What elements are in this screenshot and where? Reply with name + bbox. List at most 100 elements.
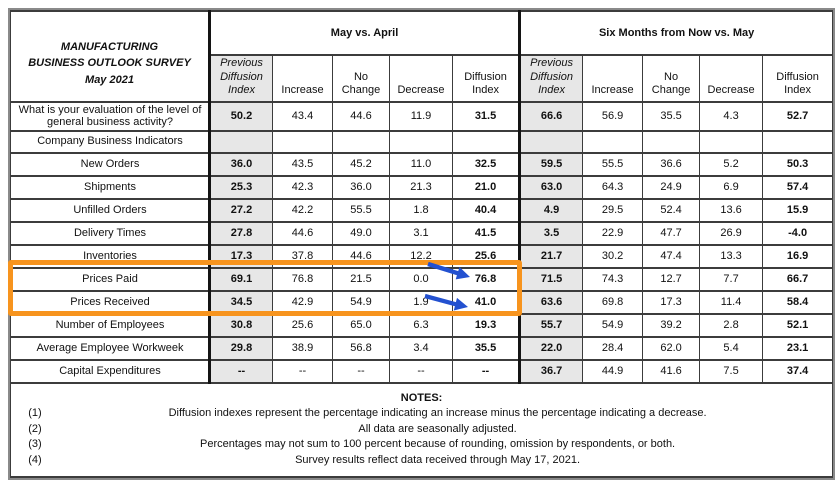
value-cell [332,129,390,154]
row-label: Prices Paid [10,266,210,292]
diffusion-index-cell: 41.0 [451,289,521,315]
note-item: (3) Percentages may not sum to 100 perce… [19,437,824,453]
value-cell [642,129,701,154]
notes-title: NOTES: [400,391,443,404]
prev-diffusion-index-cell: 63.0 [518,174,584,200]
diffusion-index-cell: 32.5 [451,151,521,177]
table-row: Inventories 17.3 37.8 44.6 12.2 25.6 21.7 30.2 4… [10,243,834,269]
prev-diffusion-index-cell [518,129,584,154]
col-header-diffusion-index: Diffusion Index [451,54,521,103]
value-cell: 7.7 [699,266,764,292]
prev-diffusion-index-cell: 27.2 [208,197,273,223]
table-row: Delivery Times 27.8 44.6 49.0 3.1 41.5 3.5 22.9… [10,220,834,246]
prev-diffusion-index-cell: 27.8 [208,220,273,246]
diffusion-index-cell: -- [451,358,521,384]
prev-diffusion-index-cell: 36.7 [518,358,584,384]
diffusion-index-cell: 57.4 [762,174,834,200]
value-cell: 21.3 [389,174,453,200]
notes-section: NOTES: (1) Diffusion indexes represent t… [9,381,834,478]
value-cell: 3.4 [389,335,453,361]
table-row: Unfilled Orders 27.2 42.2 55.5 1.8 40.4 4.9 29.… [10,197,834,223]
value-cell [582,129,644,154]
note-number: (2) [28,422,42,435]
note-text: All data are seasonally adjusted. [358,422,517,435]
note-text: Percentages may not sum to 100 percent b… [200,438,676,451]
value-cell: 42.2 [272,197,333,223]
value-cell: 26.9 [699,220,764,246]
note-item: (2) All data are seasonally adjusted. [19,422,824,438]
value-cell: 11.9 [389,101,453,132]
value-cell: 74.3 [582,266,644,292]
diffusion-index-cell: 31.5 [451,101,521,132]
diffusion-index-cell: 58.4 [762,289,834,315]
value-cell: 30.2 [582,243,644,269]
value-cell: -- [332,358,390,384]
table-row: Shipments 25.3 42.3 36.0 21.3 21.0 63.0 64.3 24.… [10,174,834,200]
notes-row: NOTES: (1) Diffusion indexes represent t… [9,381,834,478]
table-row: Number of Employees 30.8 25.6 65.0 6.3 19.3 55… [10,312,834,338]
value-cell: -- [389,358,453,384]
prev-diffusion-index-cell: 29.8 [208,335,273,361]
value-cell: 1.8 [389,197,453,223]
value-cell: 42.3 [272,174,333,200]
note-number: (1) [28,407,42,420]
value-cell: 6.3 [389,312,453,338]
col-header-diffusion-index: Diffusion Index [762,54,834,103]
prev-diffusion-index-cell: 50.2 [208,101,273,132]
prev-diffusion-index-cell: 71.5 [518,266,584,292]
prev-diffusion-index-cell: 55.7 [518,312,584,338]
value-cell: 38.9 [272,335,333,361]
prev-diffusion-index-cell: 34.5 [208,289,273,315]
value-cell: 44.6 [332,243,390,269]
diffusion-index-cell: 76.8 [451,266,521,292]
value-cell: 13.6 [699,197,764,223]
value-cell: 24.9 [642,174,701,200]
table-row: New Orders 36.0 43.5 45.2 11.0 32.5 59.5 55.5 36… [10,151,834,177]
value-cell: 42.9 [272,289,333,315]
prev-diffusion-index-cell: 36.0 [208,151,273,177]
table-row: Average Employee Workweek 29.8 38.9 56.8 3.4… [10,335,834,361]
table-row: Company Business Indicators [10,129,834,154]
value-cell: 0.0 [389,266,453,292]
diffusion-index-cell: 52.7 [762,101,834,132]
prev-diffusion-index-cell: 4.9 [518,197,584,223]
note-number: (4) [28,454,42,467]
diffusion-index-cell: 16.9 [762,243,834,269]
row-label: Unfilled Orders [10,197,210,223]
value-cell: 41.6 [642,358,701,384]
value-cell: 65.0 [332,312,390,338]
table-body: What is your evaluation of the level of … [10,101,834,384]
note-number: (3) [28,438,42,451]
row-label: Capital Expenditures [10,358,210,384]
value-cell: 54.9 [332,289,390,315]
value-cell: 47.7 [642,220,701,246]
row-label: New Orders [10,151,210,177]
diffusion-index-cell: 15.9 [762,197,834,223]
value-cell: 52.4 [642,197,701,223]
note-item: (4) Survey results reflect data received… [19,453,824,469]
value-cell: 2.8 [699,312,764,338]
col-header-decrease: Decrease [389,54,453,103]
value-cell: 22.9 [582,220,644,246]
col-header-no-change: No Change [332,54,390,103]
value-cell: 12.7 [642,266,701,292]
row-label: Average Employee Workweek [10,335,210,361]
col-header-decrease: Decrease [699,54,764,103]
value-cell: 39.2 [642,312,701,338]
prev-diffusion-index-cell: 30.8 [208,312,273,338]
diffusion-index-cell: -4.0 [762,220,834,246]
note-text: Diffusion indexes represent the percenta… [168,407,707,420]
survey-title: MANUFACTURING BUSINESS OUTLOOK SURVEY Ma… [10,10,210,103]
diffusion-index-cell: 66.7 [762,266,834,292]
value-cell: 47.4 [642,243,701,269]
value-cell: -- [272,358,333,384]
prev-diffusion-index-cell [208,129,273,154]
value-cell: 49.0 [332,220,390,246]
diffusion-index-cell: 35.5 [451,335,521,361]
value-cell: 11.4 [699,289,764,315]
value-cell: 44.6 [332,101,390,132]
value-cell: 21.5 [332,266,390,292]
diffusion-index-cell: 23.1 [762,335,834,361]
value-cell: 6.9 [699,174,764,200]
value-cell: 43.5 [272,151,333,177]
